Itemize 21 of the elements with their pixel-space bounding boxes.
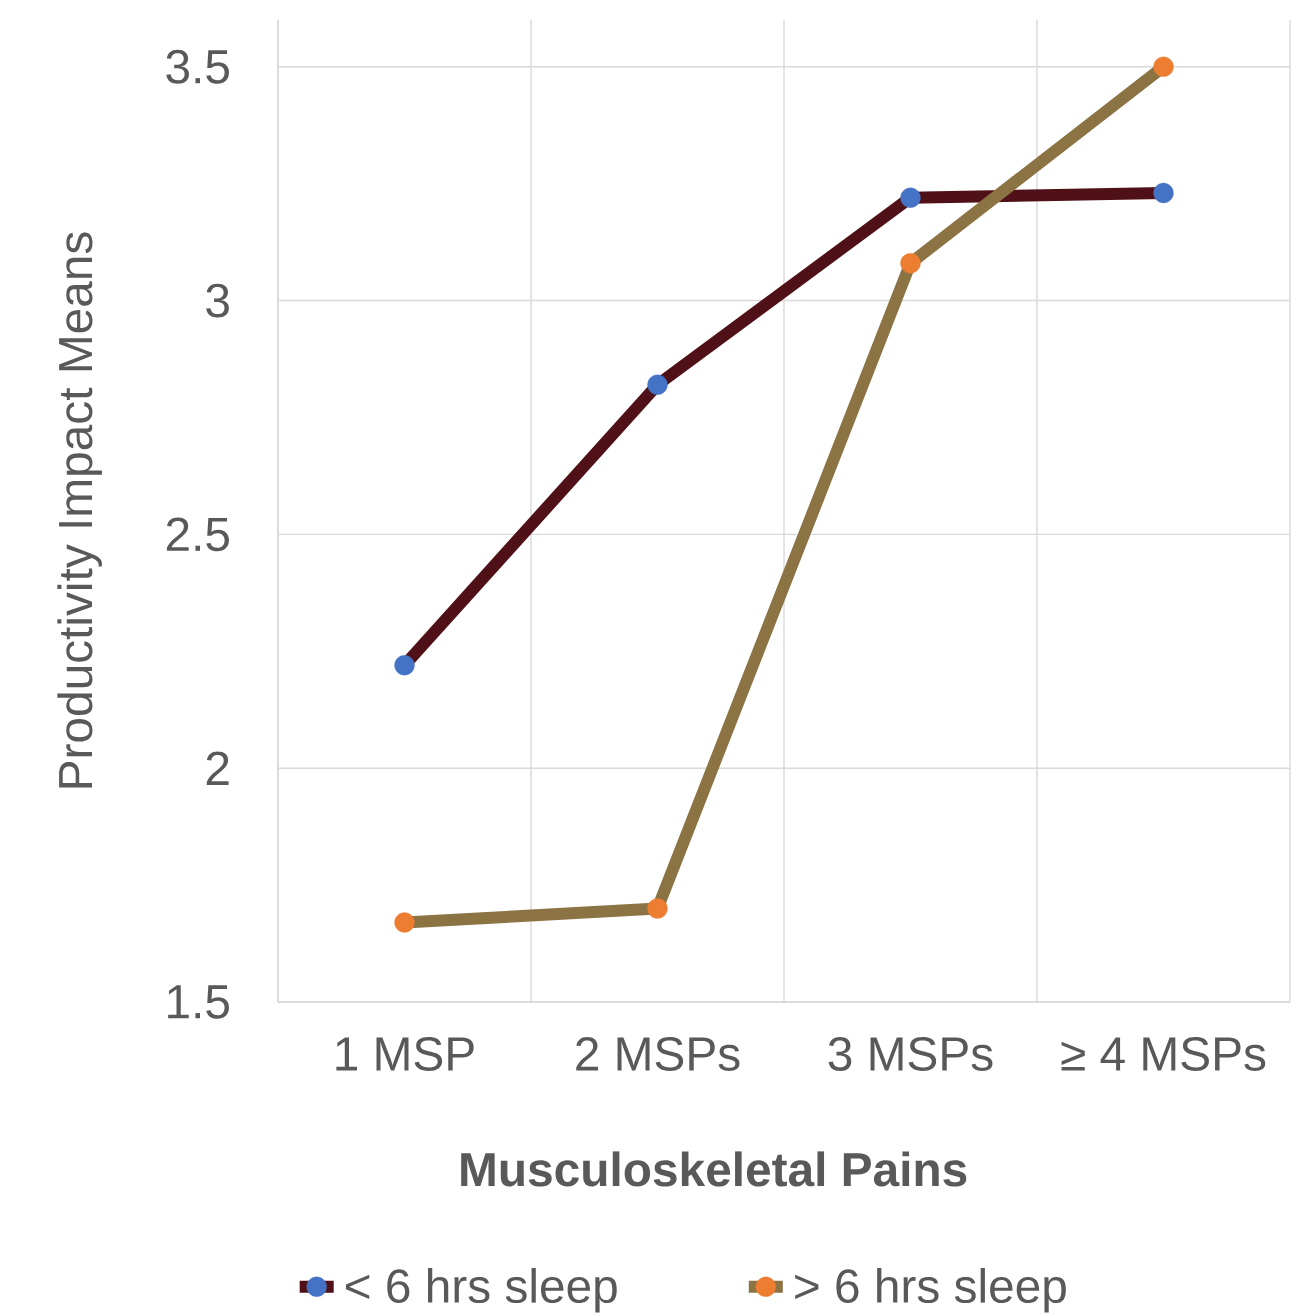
y-tick-label: 3.5 <box>166 49 229 84</box>
point <box>394 655 415 676</box>
point <box>394 912 415 933</box>
point <box>900 187 921 208</box>
x-tick-label: 3 MSPs <box>828 1037 993 1071</box>
point <box>1153 56 1174 77</box>
y-tick-label: 2.5 <box>166 517 229 552</box>
point <box>1153 182 1174 204</box>
x-tick-label: 1 MSP <box>336 1037 474 1071</box>
point <box>647 374 668 395</box>
point <box>647 898 668 919</box>
y-tick-label: 2 <box>206 751 229 785</box>
x-tick-label: 2 MSPs <box>576 1037 740 1071</box>
legend-label: > 6 hrs sleep <box>795 1267 1066 1313</box>
y-tick-label: 1.5 <box>168 985 229 1019</box>
y-tick-label: 3 <box>206 283 229 318</box>
x-tick-label: ≥ 4 MSPs <box>1061 1037 1266 1071</box>
x-axis-title: Musculoskeletal Pains <box>461 1151 967 1187</box>
point <box>900 253 921 274</box>
y-axis-title: Productivity Impact Means <box>57 232 102 788</box>
legend-label: < 6 hrs sleep <box>346 1267 617 1313</box>
